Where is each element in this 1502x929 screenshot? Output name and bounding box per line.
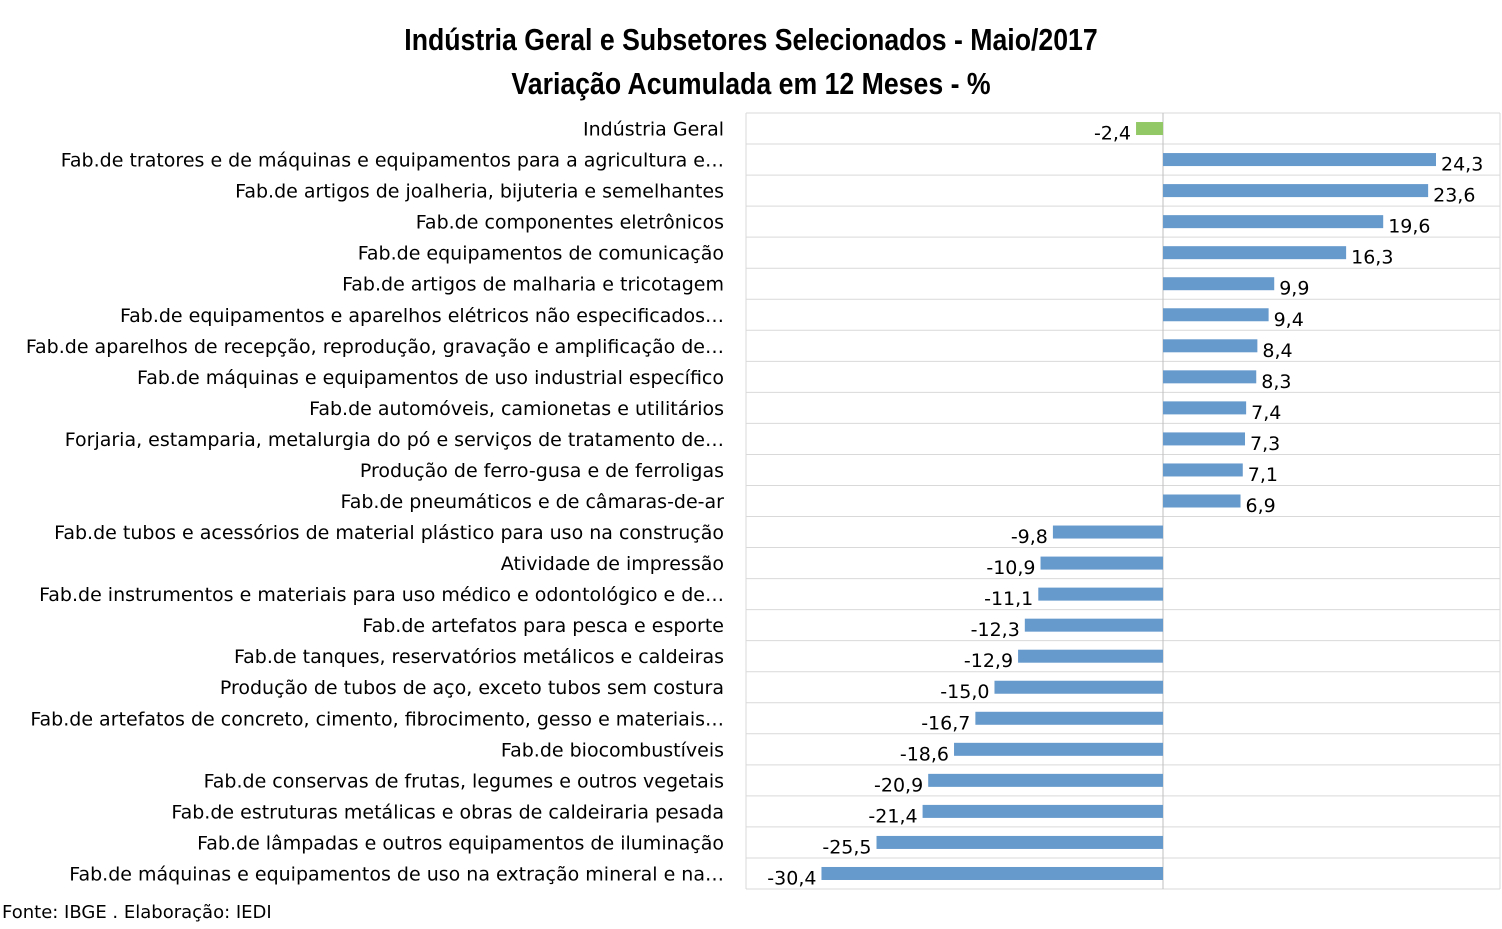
category-label: Fab.de equipamentos de comunicação bbox=[358, 243, 724, 265]
data-label: -16,7 bbox=[921, 712, 970, 734]
bar bbox=[1163, 463, 1243, 477]
bar bbox=[1163, 277, 1275, 291]
category-label: Fab.de componentes eletrônicos bbox=[416, 212, 724, 234]
bar-chart: Indústria Geral -2,4 Fab.de tratores e de … bbox=[26, 112, 1501, 890]
category-label: Fab.de lâmpadas e outros equipamentos de… bbox=[197, 832, 724, 854]
data-label: -25,5 bbox=[822, 836, 871, 858]
data-label: -12,3 bbox=[971, 619, 1020, 641]
data-label: 8,3 bbox=[1261, 371, 1291, 393]
bar bbox=[994, 680, 1163, 694]
category-label: Fab.de biocombustíveis bbox=[501, 739, 724, 761]
category-label: Fab.de artigos de joalheria, bijuteria e… bbox=[235, 181, 724, 203]
bar bbox=[1018, 649, 1163, 663]
category-label: Fab.de estruturas metálicas e obras de c… bbox=[171, 801, 724, 823]
category-label: Fab.de aparelhos de recepção, reprodução… bbox=[26, 336, 724, 358]
data-label: -2,4 bbox=[1094, 123, 1131, 145]
bar bbox=[928, 773, 1163, 787]
category-label: Fab.de instrumentos e materiais para uso… bbox=[39, 584, 724, 606]
category-label: Fab.de pneumáticos e de câmaras-de-ar bbox=[341, 491, 725, 513]
bar bbox=[1163, 153, 1436, 167]
data-label: -20,9 bbox=[874, 774, 923, 796]
bar bbox=[1038, 587, 1163, 601]
bar bbox=[876, 835, 1163, 849]
category-label: Fab.de conservas de frutas, legumes e ou… bbox=[204, 770, 724, 792]
data-label: -18,6 bbox=[900, 743, 949, 765]
bar bbox=[1163, 494, 1241, 508]
bar bbox=[1136, 122, 1163, 136]
bar bbox=[1163, 184, 1429, 198]
chart-title: Indústria Geral e Subsetores Selecionado… bbox=[404, 22, 1098, 57]
category-label: Atividade de impressão bbox=[501, 553, 724, 575]
bar bbox=[1163, 339, 1258, 353]
chart-subtitle: Variação Acumulada em 12 Meses - % bbox=[511, 66, 991, 101]
data-label: 7,4 bbox=[1251, 402, 1281, 424]
bar bbox=[1163, 308, 1269, 322]
bar bbox=[1163, 401, 1247, 415]
source-note: Fonte: IBGE . Elaboração: IEDI bbox=[2, 902, 272, 923]
data-label: -10,9 bbox=[986, 557, 1035, 579]
data-label: -21,4 bbox=[868, 805, 917, 827]
category-label: Fab.de tanques, reservatórios metálicos … bbox=[234, 646, 724, 668]
bar bbox=[1052, 525, 1163, 539]
category-label: Fab.de equipamentos e aparelhos elétrico… bbox=[120, 305, 724, 327]
data-label: 16,3 bbox=[1351, 247, 1393, 269]
data-label: -9,8 bbox=[1011, 526, 1048, 548]
data-label: 23,6 bbox=[1433, 185, 1475, 207]
data-label: -30,4 bbox=[767, 867, 816, 889]
category-label: Fab.de tratores e de máquinas e equipame… bbox=[61, 150, 724, 172]
category-label: Fab.de artefatos para pesca e esporte bbox=[362, 615, 724, 637]
data-label: -15,0 bbox=[940, 681, 989, 703]
data-label: 9,4 bbox=[1274, 309, 1304, 331]
category-label: Fab.de automóveis, camionetas e utilitár… bbox=[309, 398, 724, 420]
bar bbox=[1163, 370, 1257, 384]
data-label: 9,9 bbox=[1279, 278, 1309, 300]
data-label: 7,1 bbox=[1248, 464, 1278, 486]
data-label: 24,3 bbox=[1441, 154, 1483, 176]
data-label: -11,1 bbox=[984, 588, 1033, 610]
category-label: Fab.de máquinas e equipamentos de uso na… bbox=[69, 863, 724, 885]
bar bbox=[975, 711, 1163, 725]
bar bbox=[1024, 618, 1163, 632]
data-label: -12,9 bbox=[964, 650, 1013, 672]
bar bbox=[1040, 556, 1163, 570]
category-label: Produção de tubos de aço, exceto tubos s… bbox=[220, 677, 724, 699]
bar bbox=[922, 804, 1163, 818]
bar bbox=[1163, 215, 1384, 229]
data-label: 7,3 bbox=[1250, 433, 1280, 455]
category-label: Fab.de máquinas e equipamentos de uso in… bbox=[137, 367, 724, 389]
data-label: 6,9 bbox=[1246, 495, 1276, 517]
bar bbox=[821, 866, 1163, 880]
bar bbox=[954, 742, 1163, 756]
category-label: Indústria Geral bbox=[583, 119, 724, 141]
category-label: Produção de ferro-gusa e de ferroligas bbox=[360, 460, 724, 482]
data-label: 19,6 bbox=[1388, 216, 1430, 238]
category-label: Forjaria, estamparia, metalurgia do pó e… bbox=[65, 429, 724, 451]
bar bbox=[1163, 246, 1347, 260]
category-label: Fab.de artigos de malharia e tricotagem bbox=[342, 274, 724, 296]
category-label: Fab.de tubos e acessórios de material pl… bbox=[54, 522, 724, 544]
bar bbox=[1163, 432, 1246, 446]
category-label: Fab.de artefatos de concreto, cimento, f… bbox=[30, 708, 724, 730]
data-label: 8,4 bbox=[1262, 340, 1292, 362]
